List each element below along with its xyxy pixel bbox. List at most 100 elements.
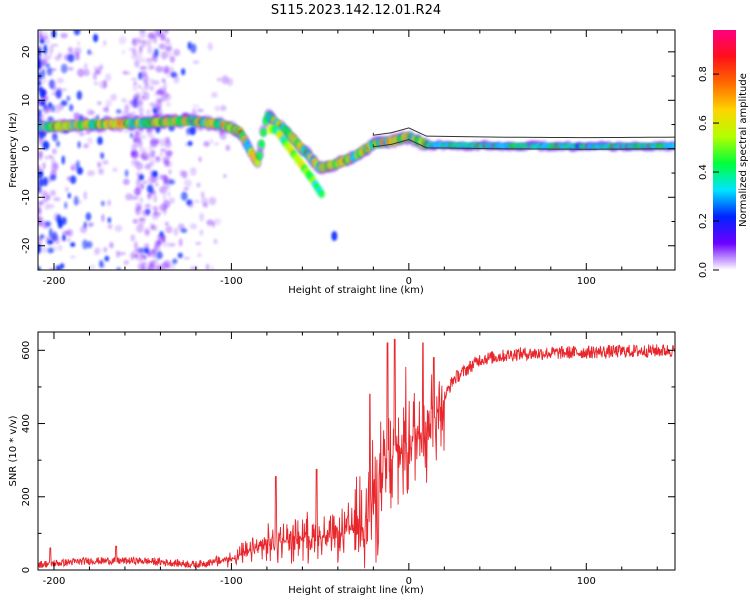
colorbar-tick-label: 0.4: [698, 164, 709, 180]
noise-speck: [83, 69, 90, 77]
noise-speck: [209, 138, 214, 145]
noise-speck: [62, 230, 71, 236]
noise-speck: [211, 220, 216, 228]
noise-blob: [64, 201, 68, 209]
noise-speck: [197, 108, 204, 112]
noise-speck: [58, 244, 63, 252]
noise-blob: [38, 56, 41, 65]
noise-speck: [219, 105, 227, 112]
noise-speck: [110, 93, 118, 101]
noise-speck: [144, 82, 150, 90]
noise-speck: [138, 106, 144, 115]
noise-speck: [131, 38, 139, 47]
snr-ylabel: SNR (10 * v/v): [8, 415, 19, 486]
spectrogram-xtick-label: 100: [577, 276, 596, 287]
noise-blob: [187, 140, 193, 147]
noise-speck: [154, 156, 162, 163]
noise-blob: [67, 192, 71, 199]
noise-speck: [151, 205, 159, 211]
noise-speck: [125, 193, 134, 201]
noise-speck: [53, 246, 58, 251]
noise-blob: [38, 80, 41, 87]
noise-blob: [47, 247, 54, 254]
noise-blob: [55, 265, 62, 270]
noise-blob: [86, 241, 93, 249]
noise-speck: [145, 39, 152, 47]
noise-speck: [200, 191, 205, 199]
noise-speck: [146, 266, 154, 270]
noise-speck: [53, 197, 61, 202]
noise-speck: [51, 43, 59, 47]
noise-speck: [160, 148, 167, 153]
noise-speck: [52, 148, 57, 155]
noise-blob: [40, 100, 46, 106]
noise-blob: [168, 179, 176, 185]
isolated-blob: [331, 231, 338, 242]
noise-blob: [180, 68, 186, 76]
noise-blob: [60, 216, 67, 226]
noise-blob: [38, 266, 41, 270]
colorbar-gradient: [713, 30, 736, 270]
colorbar-tick-label: 0.8: [698, 66, 709, 82]
noise-speck: [167, 190, 171, 198]
noise-speck: [199, 212, 205, 222]
noise-speck: [160, 51, 168, 60]
noise-speck: [135, 184, 144, 191]
noise-speck: [162, 199, 171, 209]
noise-blob: [70, 242, 76, 247]
noise-speck: [161, 262, 168, 270]
noise-speck: [155, 138, 160, 145]
noise-speck: [142, 154, 150, 161]
noise-speck: [138, 217, 146, 222]
noise-blob: [62, 234, 66, 242]
noise-speck: [149, 158, 155, 167]
noise-speck: [189, 223, 198, 230]
noise-blob: [69, 104, 74, 112]
noise-speck: [168, 66, 175, 74]
noise-speck: [112, 167, 118, 173]
noise-blob: [177, 252, 183, 259]
noise-speck: [154, 243, 161, 252]
secondary-ridge-core: [318, 189, 325, 199]
noise-blob: [38, 109, 42, 117]
noise-speck: [216, 77, 222, 82]
noise-blob: [73, 195, 79, 206]
noise-speck: [147, 133, 155, 138]
noise-speck: [93, 81, 99, 86]
snr-ticks: -200 -100 0 100 0 200 400 600: [21, 332, 675, 587]
noise-speck: [74, 52, 80, 61]
noise-speck: [162, 234, 167, 243]
noise-speck: [154, 30, 162, 36]
noise-blob: [51, 104, 56, 113]
noise-blob: [156, 250, 163, 260]
spectrogram-axes-frame: [37, 29, 676, 271]
noise-speck: [135, 203, 141, 213]
snr-ytick-label: 200: [21, 487, 32, 506]
noise-blob: [38, 242, 41, 252]
ridge-core: [258, 139, 265, 149]
noise-speck: [122, 50, 126, 55]
noise-blob: [46, 67, 52, 76]
noise-blob: [56, 214, 62, 224]
noise-blob: [180, 191, 188, 201]
noise-speck: [139, 113, 144, 119]
noise-blob: [153, 48, 159, 57]
noise-speck: [93, 66, 98, 70]
spectrogram-ytick-label: -20: [21, 238, 32, 254]
noise-speck: [130, 148, 138, 156]
noise-speck: [118, 251, 127, 256]
spectrogram-xtick-label: -100: [220, 276, 243, 287]
snr-ytick-label: 600: [21, 341, 32, 360]
noise-speck: [149, 65, 155, 70]
noise-speck: [173, 48, 181, 57]
noise-speck: [202, 202, 209, 208]
noise-blob: [45, 63, 51, 68]
noise-speck: [137, 84, 142, 89]
noise-speck: [141, 262, 147, 270]
noise-speck: [148, 145, 153, 153]
noise-speck: [155, 89, 163, 95]
noise-speck: [169, 197, 175, 204]
noise-blob: [43, 44, 48, 55]
noise-speck: [155, 65, 164, 73]
noise-speck: [154, 183, 159, 187]
